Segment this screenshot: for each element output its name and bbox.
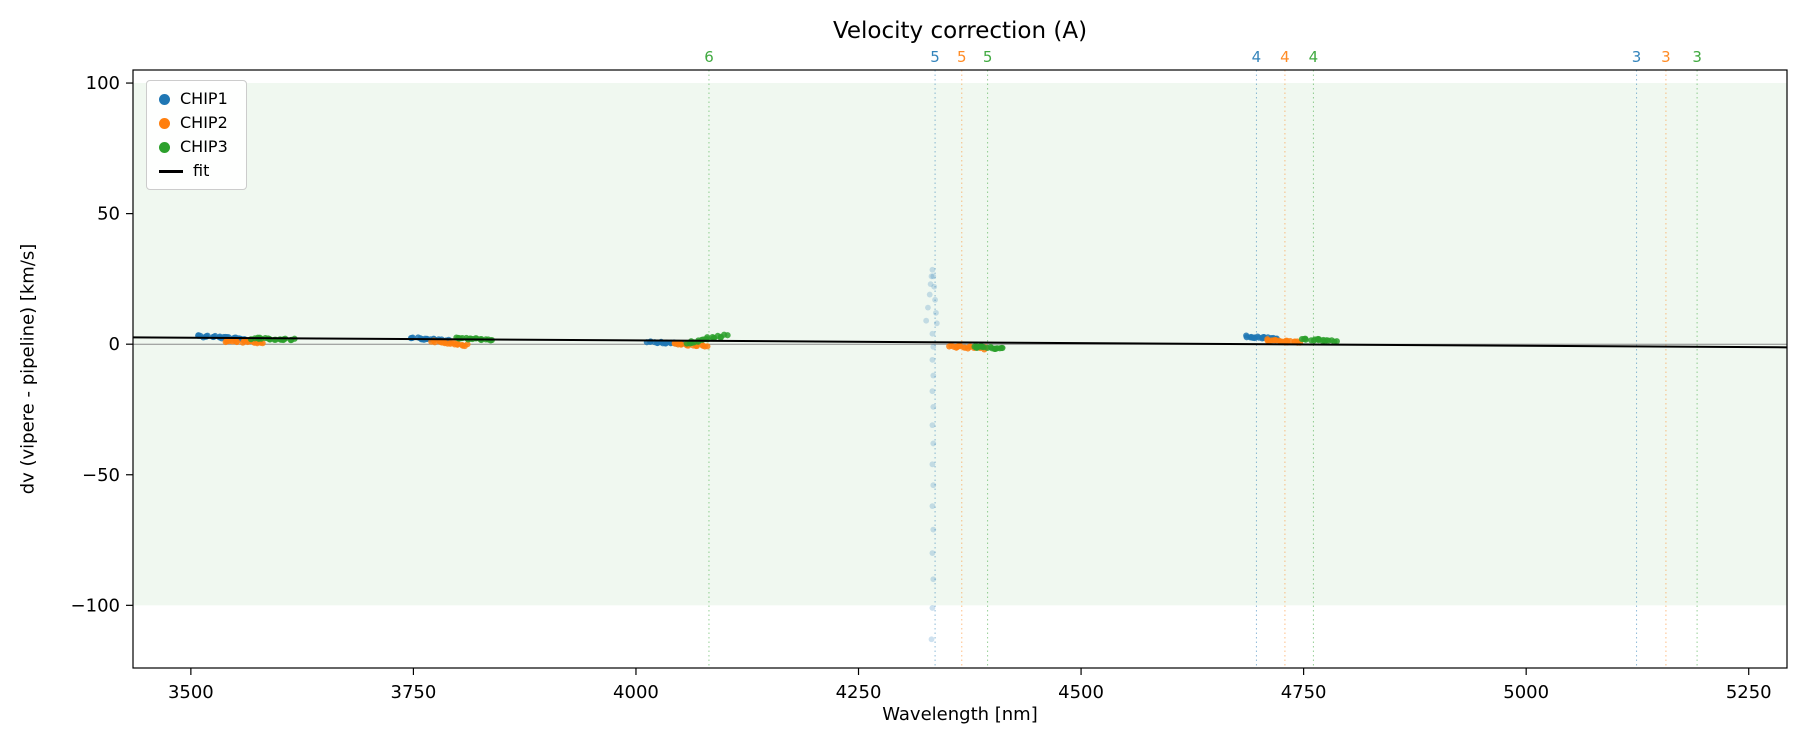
chip3-marker-icon	[159, 141, 170, 153]
fit-line-icon	[159, 169, 183, 173]
legend-item-chip2: CHIP2	[159, 115, 228, 131]
legend-label-chip2: CHIP2	[180, 113, 228, 132]
chip1-marker-icon	[159, 93, 170, 105]
svg-text:4: 4	[1252, 48, 1262, 66]
svg-text:0: 0	[109, 334, 120, 355]
svg-text:50: 50	[97, 204, 120, 225]
svg-text:−50: −50	[82, 465, 120, 486]
legend-item-chip1: CHIP1	[159, 91, 228, 107]
svg-text:3: 3	[1692, 48, 1702, 66]
svg-text:4250: 4250	[836, 682, 882, 703]
svg-text:5: 5	[957, 48, 967, 66]
svg-text:4: 4	[1309, 48, 1319, 66]
svg-text:4: 4	[1280, 48, 1290, 66]
svg-text:3500: 3500	[168, 682, 214, 703]
svg-text:4500: 4500	[1058, 682, 1104, 703]
legend-label-chip1: CHIP1	[180, 89, 228, 108]
svg-text:4000: 4000	[613, 682, 659, 703]
svg-text:3: 3	[1661, 48, 1671, 66]
svg-text:5250: 5250	[1726, 682, 1772, 703]
x-axis-label: Wavelength [nm]	[882, 704, 1038, 725]
svg-text:3: 3	[1632, 48, 1642, 66]
svg-text:5: 5	[930, 48, 940, 66]
svg-text:6: 6	[704, 48, 714, 66]
svg-text:3750: 3750	[391, 682, 437, 703]
legend: CHIP1 CHIP2 CHIP3 fit	[146, 80, 247, 190]
legend-item-chip3: CHIP3	[159, 139, 228, 155]
svg-text:100: 100	[86, 73, 120, 94]
legend-label-chip3: CHIP3	[180, 137, 228, 156]
chart-title: Velocity correction (A)	[832, 18, 1088, 44]
svg-text:4750: 4750	[1281, 682, 1327, 703]
legend-label-fit: fit	[193, 161, 210, 180]
svg-text:5000: 5000	[1503, 682, 1549, 703]
svg-text:5: 5	[983, 48, 993, 66]
chip2-marker-icon	[159, 117, 170, 129]
svg-text:−100: −100	[71, 595, 120, 616]
legend-item-fit: fit	[159, 163, 228, 179]
